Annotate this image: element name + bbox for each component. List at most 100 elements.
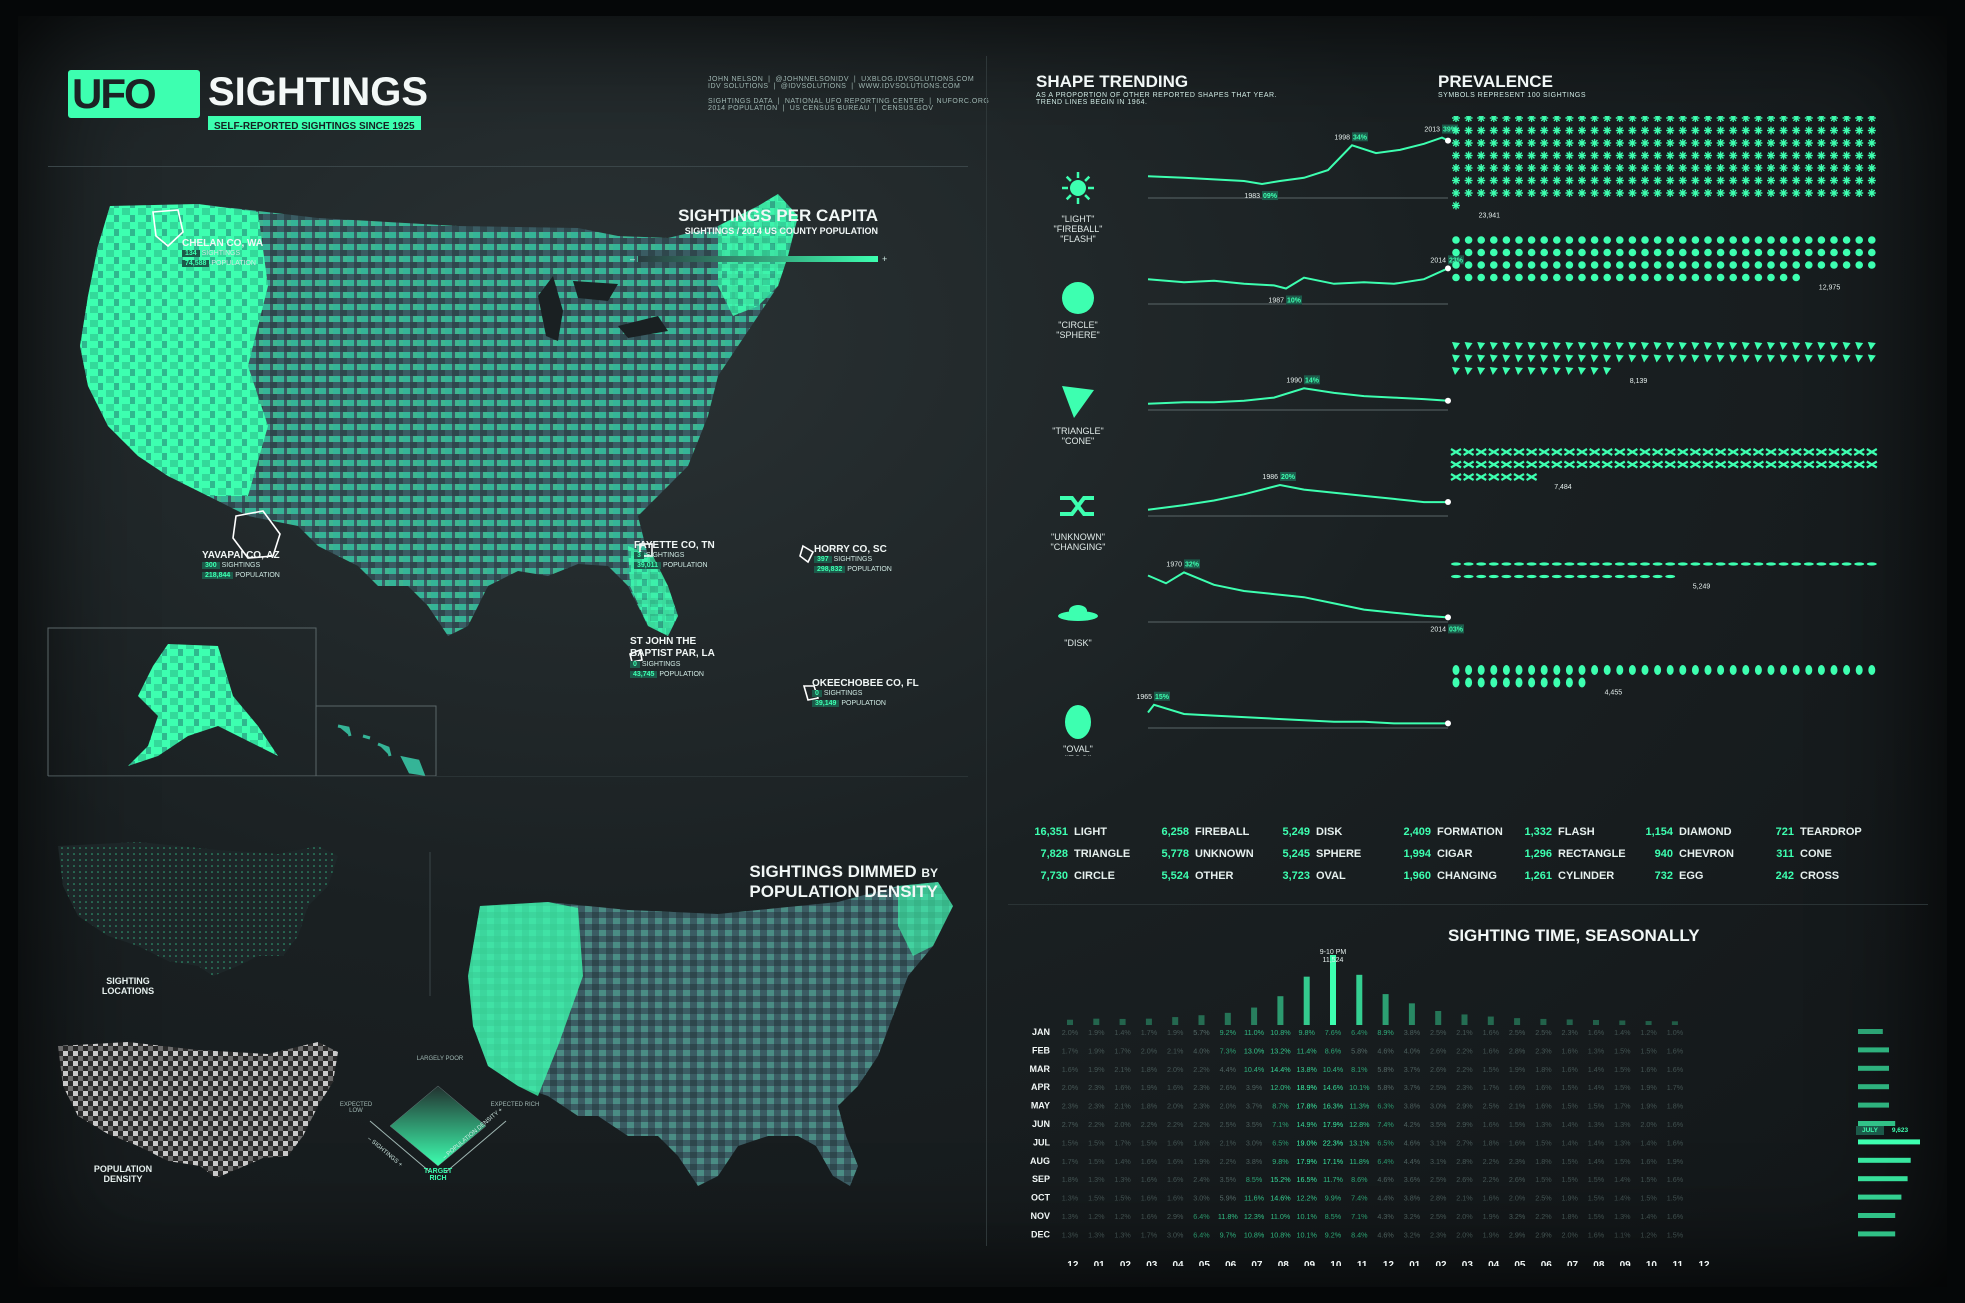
heatmap-cell: 16.3% bbox=[1323, 1102, 1344, 1111]
prevalence-symbol bbox=[1490, 164, 1498, 172]
heatmap-cell: 1.4% bbox=[1588, 1138, 1605, 1147]
prevalence-symbol bbox=[1551, 448, 1563, 456]
prevalence-symbol bbox=[1742, 261, 1750, 269]
prevalence-symbol bbox=[1830, 127, 1838, 134]
prevalence-symbol bbox=[1628, 354, 1637, 363]
prevalence-symbol bbox=[1654, 116, 1661, 122]
counts-row: 940 CHEVRON bbox=[1633, 844, 1751, 866]
prevalence-symbol bbox=[1452, 367, 1460, 375]
prevalence-row: 23,941 bbox=[1452, 116, 1876, 220]
heatmap-cell: 14.4% bbox=[1270, 1065, 1291, 1074]
heatmap-cell: 1.9% bbox=[1562, 1194, 1579, 1203]
heatmap-cell: 6.5% bbox=[1377, 1138, 1394, 1147]
prevalence-symbol bbox=[1601, 448, 1613, 456]
prevalence-symbol bbox=[1742, 164, 1750, 172]
heatmap-cell: 1.5% bbox=[1062, 1138, 1079, 1147]
prevalence-symbol bbox=[1692, 116, 1699, 122]
prevalence-symbol bbox=[1778, 448, 1790, 456]
heatmap-cell: 2.6% bbox=[1220, 1083, 1237, 1092]
heatmap-cell: 3.8% bbox=[1404, 1028, 1421, 1037]
prevalence-symbol bbox=[1591, 139, 1598, 147]
prevalence-symbol bbox=[1654, 665, 1662, 675]
heatmap-cell: 8.6% bbox=[1325, 1046, 1342, 1055]
callout-stjohn: ST JOHN THE BAPTIST PAR, LA 0 SIGHTINGS … bbox=[630, 636, 715, 678]
prevalence-symbol bbox=[1691, 665, 1699, 675]
heatmap-cell: 1.6% bbox=[1535, 1102, 1552, 1111]
prevalence-symbol bbox=[1616, 248, 1624, 257]
yavapai-outline bbox=[232, 510, 281, 559]
heatmap-cell: 1.3% bbox=[1614, 1120, 1631, 1129]
prevalence-symbol bbox=[1666, 248, 1674, 257]
prevalence-symbol bbox=[1465, 152, 1472, 159]
prevalence-symbol bbox=[1654, 164, 1661, 172]
prevalence-symbol bbox=[1767, 342, 1775, 350]
prevalence-symbol bbox=[1654, 189, 1661, 197]
heatmap-cell: 1.5% bbox=[1667, 1230, 1684, 1239]
prevalence-symbol bbox=[1792, 152, 1800, 159]
hour-label: 12 bbox=[1383, 1260, 1395, 1266]
heatmap-cell: 1.4% bbox=[1614, 1175, 1631, 1184]
prevalence-symbol bbox=[1515, 273, 1523, 282]
trend-row: "UNKNOWN""CHANGING" 1986 20% bbox=[1051, 472, 1451, 552]
heatmap-cell: 1.6% bbox=[1483, 1194, 1500, 1203]
prevalence-symbol bbox=[1526, 574, 1537, 579]
prevalence-symbol bbox=[1463, 448, 1475, 456]
heatmap-cell: 2.9% bbox=[1456, 1120, 1473, 1129]
prevalence-symbol bbox=[1729, 665, 1737, 675]
prevalence-symbol bbox=[1677, 562, 1688, 566]
prevalence-symbol bbox=[1515, 677, 1523, 688]
heatmap-cell: 1.4% bbox=[1114, 1157, 1131, 1166]
prevalence-symbol bbox=[1842, 236, 1851, 244]
heatmap-cell: 1.6% bbox=[1667, 1212, 1684, 1221]
prevalence-symbol bbox=[1755, 139, 1762, 147]
prevalence-symbol bbox=[1704, 354, 1712, 363]
prevalence-symbol bbox=[1641, 236, 1649, 244]
heatmap-cell: 22.3% bbox=[1323, 1138, 1344, 1147]
trend-value-label: 03% bbox=[1449, 626, 1464, 633]
trend-year-label: 1970 bbox=[1166, 561, 1182, 568]
prevalence-symbol bbox=[1816, 562, 1827, 566]
prevalence-symbol bbox=[1603, 127, 1611, 134]
hour-total-bar bbox=[1619, 1020, 1626, 1025]
heatmap-cell: 1.3% bbox=[1614, 1138, 1631, 1147]
hour-label: 07 bbox=[1251, 1260, 1263, 1266]
heatmap-cell: 1.9% bbox=[1088, 1028, 1105, 1037]
heatmap-cell: 4.6% bbox=[1377, 1230, 1394, 1239]
prevalence-symbol bbox=[1515, 127, 1523, 134]
right-mid-divider bbox=[1008, 904, 1928, 905]
heatmap-cell: 2.5% bbox=[1535, 1028, 1552, 1037]
prevalence-symbol bbox=[1477, 139, 1485, 147]
prevalence-symbol bbox=[1754, 261, 1763, 269]
prevalence-symbol bbox=[1528, 665, 1536, 675]
trend-row: "DISK" 1970 32% 2014 03% bbox=[1058, 559, 1464, 648]
hour-label: 06 bbox=[1225, 1260, 1237, 1266]
prevalence-symbol bbox=[1464, 273, 1473, 282]
prevalence-symbol bbox=[1464, 248, 1473, 257]
trend-value-label: 32% bbox=[1185, 561, 1200, 568]
shape-count-value: 3,723 bbox=[1282, 870, 1310, 882]
prevalence-symbol bbox=[1477, 236, 1485, 244]
heatmap-cell: 2.0% bbox=[1141, 1046, 1158, 1055]
prevalence-symbol bbox=[1692, 164, 1699, 172]
prevalence-symbol bbox=[1729, 152, 1737, 159]
prevalence-symbol bbox=[1679, 189, 1687, 197]
counts-row: 242 CROSS bbox=[1754, 866, 1872, 888]
heatmap-cell: 2.0% bbox=[1562, 1230, 1579, 1239]
prevalence-symbol bbox=[1691, 342, 1700, 350]
shape-count-value: 1,994 bbox=[1403, 848, 1431, 860]
prevalence-symbol bbox=[1464, 354, 1473, 363]
heatmap-cell: 1.4% bbox=[1562, 1120, 1579, 1129]
shape-count-value: 5,249 bbox=[1282, 826, 1310, 838]
heatmap-cell: 1.7% bbox=[1667, 1083, 1684, 1092]
prevalence-symbol bbox=[1767, 354, 1775, 363]
prevalence-symbol bbox=[1653, 261, 1662, 269]
prevalence-symbol bbox=[1855, 164, 1863, 172]
prevalence-symbol bbox=[1640, 562, 1650, 566]
prevalence-symbol bbox=[1815, 448, 1827, 456]
prevalence-symbol bbox=[1729, 116, 1737, 122]
trend-end-dot bbox=[1445, 720, 1451, 727]
prevalence-symbol bbox=[1463, 460, 1475, 469]
heatmap-cell: 2.3% bbox=[1062, 1102, 1079, 1111]
map1-title-text: SIGHTINGS PER CAPITA bbox=[678, 206, 878, 225]
counts-column: 6,258 FIREBALL 5,778 UNKNOWN 5,524 OTHER bbox=[1149, 822, 1267, 888]
